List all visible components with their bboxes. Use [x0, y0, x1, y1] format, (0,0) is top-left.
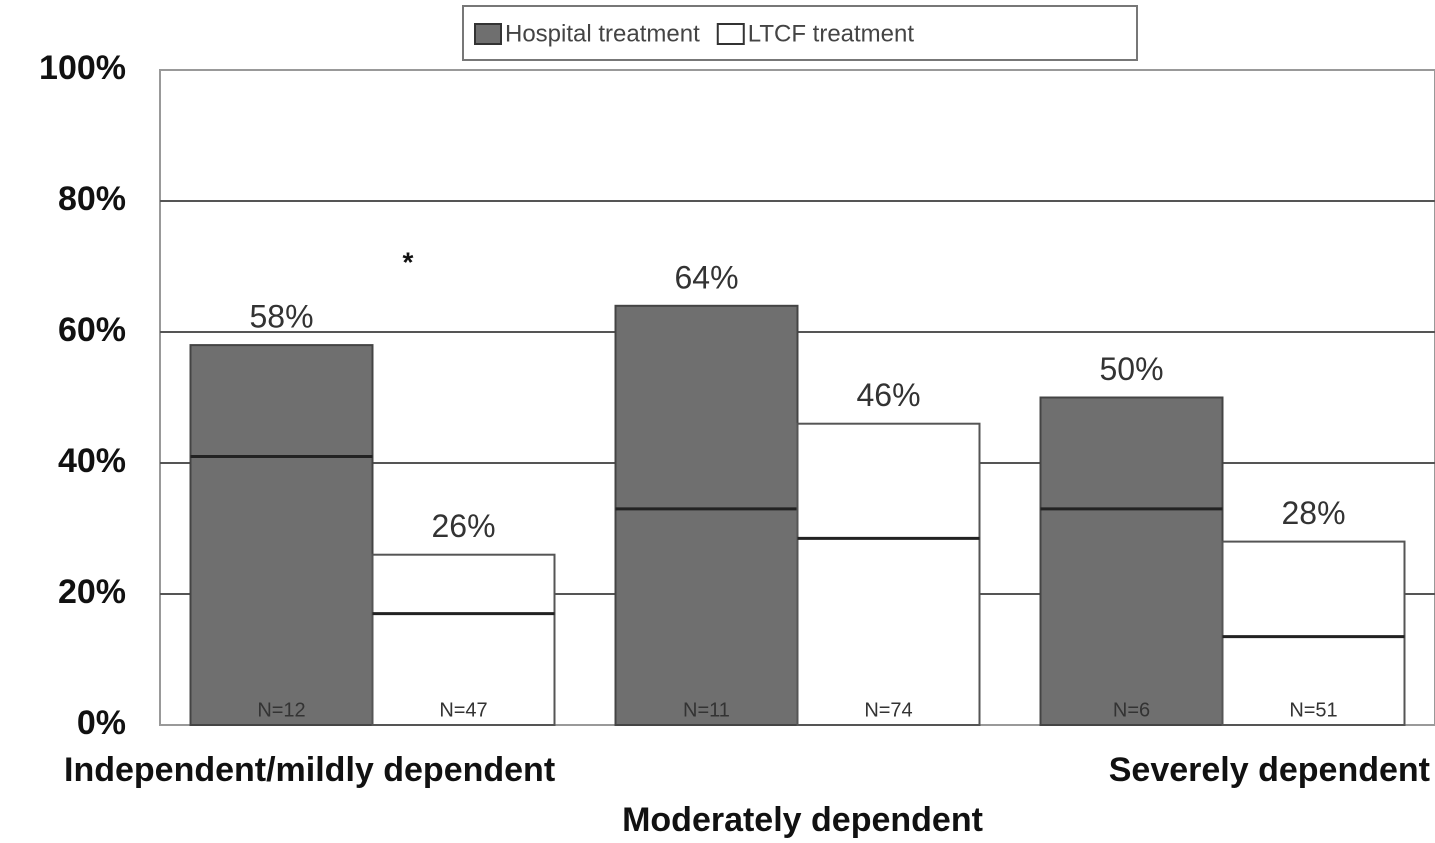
bar — [796, 422, 981, 726]
n-label: N=51 — [1289, 699, 1337, 721]
value-label: 50% — [1099, 351, 1163, 387]
y-tick-label: 40% — [58, 442, 126, 480]
x-tick-label: Moderately dependent — [622, 801, 983, 839]
x-tick-label: Independent/mildly dependent — [64, 751, 555, 789]
n-label: N=47 — [439, 699, 487, 721]
y-tick-label: 100% — [39, 49, 126, 87]
value-label: 58% — [249, 299, 313, 335]
bar — [1221, 540, 1406, 726]
x-tick-label: Severely dependent — [1109, 751, 1430, 789]
y-tick-label: 80% — [58, 180, 126, 218]
bar — [1039, 396, 1224, 726]
legend-swatch — [716, 23, 745, 45]
legend-label: LTCF treatment — [748, 20, 915, 47]
legend-box — [462, 5, 1138, 61]
value-label: 64% — [674, 259, 738, 295]
n-label: N=6 — [1113, 699, 1150, 721]
y-tick-label: 60% — [58, 311, 126, 349]
value-label: 46% — [856, 377, 920, 413]
bar — [614, 304, 799, 726]
bar — [371, 553, 556, 727]
value-label: 26% — [431, 508, 495, 544]
legend-swatch — [474, 23, 502, 45]
annotation: * — [403, 246, 414, 277]
bar — [189, 344, 374, 726]
n-label: N=12 — [257, 699, 305, 721]
value-label: 28% — [1281, 495, 1345, 531]
n-label: N=74 — [864, 699, 912, 721]
legend-label: Hospital treatment — [505, 20, 700, 47]
n-label: N=11 — [683, 699, 730, 721]
y-tick-label: 20% — [58, 573, 126, 611]
y-tick-label: 0% — [77, 704, 126, 742]
